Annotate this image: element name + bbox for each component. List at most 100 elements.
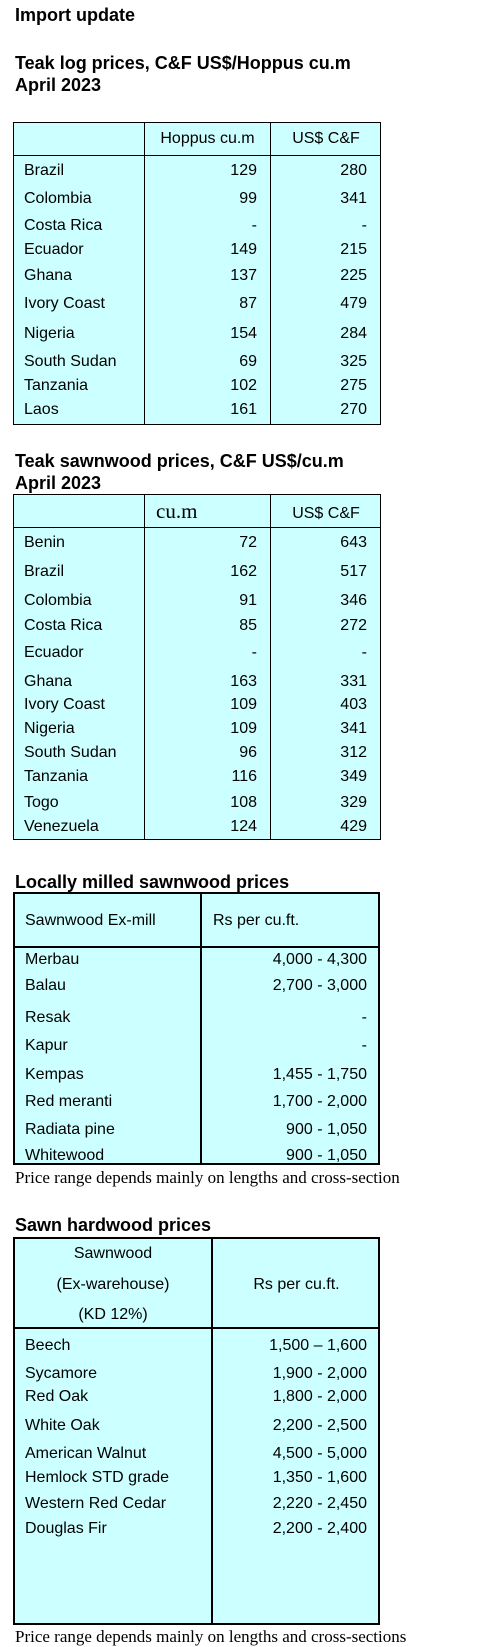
price-cell: 1,500 – 1,600: [269, 1337, 367, 1354]
teak-log-col-hoppus-header: Hoppus cu.m: [160, 130, 255, 147]
price-cell: 1,700 - 2,000: [272, 1093, 367, 1110]
teak-sawn-col-usd-header: US$ C&F: [292, 505, 360, 522]
price-cell: 2,700 - 3,000: [272, 977, 367, 994]
price-cell: -: [361, 1009, 367, 1026]
price-cell: 2,200 - 2,500: [272, 1417, 367, 1434]
usd-cell: 225: [340, 267, 367, 284]
country-cell: Costa Rica: [24, 217, 103, 234]
hoppus-cell: 87: [239, 295, 257, 312]
price-cell: 1,350 - 1,600: [272, 1469, 367, 1486]
teak-sawn-table: cu.m US$ C&F Benin 72 643 Brazil 162 517 Colom…: [13, 494, 381, 840]
cum-cell: 96: [239, 744, 257, 761]
species-cell: Beech: [25, 1337, 71, 1354]
country-cell: Ecuador: [24, 644, 84, 661]
cum-cell: 124: [230, 818, 257, 835]
hoppus-cell: 149: [230, 241, 257, 258]
price-cell: 1,800 - 2,000: [272, 1388, 367, 1405]
usd-cell: 325: [340, 353, 367, 370]
species-cell: Resak: [25, 1009, 71, 1026]
species-cell: Merbau: [25, 951, 80, 968]
country-cell: Ghana: [24, 673, 73, 690]
country-cell: Brazil: [24, 563, 65, 580]
country-cell: Ghana: [24, 267, 73, 284]
usd-cell: 479: [340, 295, 367, 312]
country-cell: Ivory Coast: [24, 696, 105, 713]
country-cell: Colombia: [24, 190, 92, 207]
usd-cell: 643: [340, 534, 367, 551]
country-cell: Nigeria: [24, 325, 75, 342]
sawn-hardwood-col-species-header-line2: (Ex-warehouse): [56, 1276, 170, 1293]
hoppus-cell: 154: [230, 325, 257, 342]
hoppus-cell: 161: [230, 401, 257, 418]
usd-cell: 280: [340, 162, 367, 179]
price-cell: 900 - 1,050: [286, 1121, 367, 1138]
page-title: Import update: [15, 5, 135, 25]
price-cell: -: [361, 1037, 367, 1054]
local-milled-title: Locally milled sawnwood prices: [15, 872, 290, 892]
usd-cell: 272: [340, 617, 367, 634]
cum-cell: 163: [230, 673, 257, 690]
teak-sawn-date: April 2023: [15, 473, 102, 493]
species-cell: Kempas: [25, 1066, 84, 1083]
species-cell: Red meranti: [25, 1093, 113, 1110]
country-cell: Venezuela: [24, 818, 99, 835]
country-cell: Brazil: [24, 162, 65, 179]
cum-cell: 91: [239, 592, 257, 609]
hoppus-cell: 137: [230, 267, 257, 284]
price-cell: 4,000 - 4,300: [272, 951, 367, 968]
hoppus-cell: -: [251, 217, 257, 234]
usd-cell: 341: [340, 720, 367, 737]
price-cell: 1,900 - 2,000: [272, 1365, 367, 1382]
sawn-hardwood-col-species-header-line1: Sawnwood: [73, 1245, 153, 1262]
usd-cell: -: [361, 644, 367, 661]
usd-cell: 284: [340, 325, 367, 342]
species-cell: Balau: [25, 977, 66, 994]
teak-log-title: Teak log prices, C&F US$/Hoppus cu.m: [15, 53, 351, 73]
hoppus-cell: 102: [230, 377, 257, 394]
teak-log-table: Hoppus cu.m US$ C&F Brazil 129 280 Colombia…: [13, 122, 381, 425]
local-milled-table: Sawnwood Ex-mill Rs per cu.ft. Merbau 4,0…: [13, 892, 380, 1165]
usd-cell: 312: [340, 744, 367, 761]
species-cell: Douglas Fir: [25, 1520, 107, 1537]
cum-cell: 72: [239, 534, 257, 551]
species-cell: Whitewood: [25, 1147, 105, 1164]
country-cell: South Sudan: [24, 353, 117, 370]
country-cell: Togo: [24, 794, 59, 811]
price-cell: 2,200 - 2,400: [272, 1520, 367, 1537]
cum-cell: -: [251, 644, 257, 661]
country-cell: South Sudan: [24, 744, 117, 761]
teak-log-col-usd-header: US$ C&F: [292, 130, 360, 147]
cum-cell: 108: [230, 794, 257, 811]
local-milled-col-price-header: Rs per cu.ft.: [213, 912, 300, 929]
price-cell: 1,455 - 1,750: [272, 1066, 367, 1083]
country-cell: Laos: [24, 401, 59, 418]
sawn-hardwood-col-species-header-line3: (KD 12%): [78, 1306, 148, 1323]
local-milled-col-species-header: Sawnwood Ex-mill: [25, 912, 156, 929]
price-cell: 4,500 - 5,000: [272, 1445, 367, 1462]
species-cell: White Oak: [25, 1417, 100, 1434]
local-milled-note: Price range depends mainly on lengths an…: [15, 1168, 400, 1187]
usd-cell: 346: [340, 592, 367, 609]
sawn-hardwood-note: Price range depends mainly on lengths an…: [15, 1627, 407, 1646]
country-cell: Costa Rica: [24, 617, 103, 634]
teak-log-date: April 2023: [15, 75, 102, 95]
price-cell: 900 - 1,050: [286, 1147, 367, 1164]
usd-cell: 517: [340, 563, 367, 580]
species-cell: Radiata pine: [25, 1121, 115, 1138]
sawn-hardwood-col-price-header: Rs per cu.ft.: [253, 1276, 340, 1293]
usd-cell: 215: [340, 241, 367, 258]
usd-cell: 349: [340, 768, 367, 785]
species-cell: American Walnut: [25, 1445, 147, 1462]
usd-cell: 403: [340, 696, 367, 713]
species-cell: Red Oak: [25, 1388, 89, 1405]
usd-cell: 329: [340, 794, 367, 811]
sawn-hardwood-table: Sawnwood (Ex-warehouse) (KD 12%) Rs per …: [13, 1237, 380, 1625]
country-cell: Benin: [24, 534, 65, 551]
teak-sawn-col-cum-header: cu.m: [156, 499, 198, 523]
hoppus-cell: 129: [230, 162, 257, 179]
usd-cell: 275: [340, 377, 367, 394]
cum-cell: 85: [239, 617, 257, 634]
teak-sawn-title: Teak sawnwood prices, C&F US$/cu.m: [15, 451, 344, 471]
usd-cell: 270: [340, 401, 367, 418]
cum-cell: 109: [230, 696, 257, 713]
